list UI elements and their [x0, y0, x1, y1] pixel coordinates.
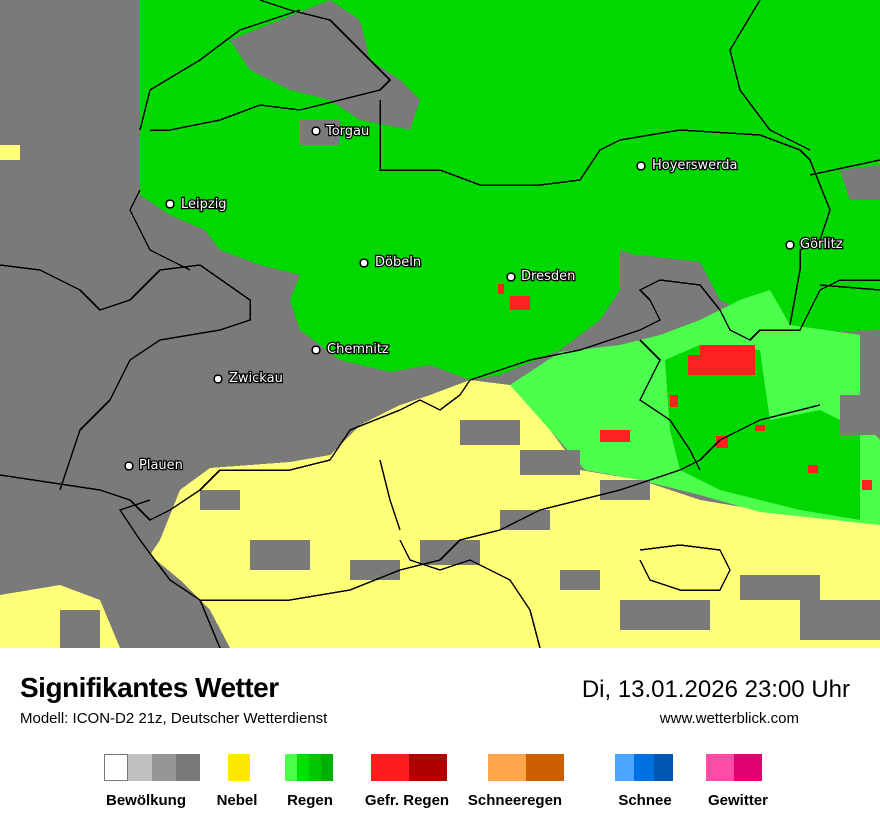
legend-label: Gefr. Regen — [364, 792, 450, 809]
city-doebeln: Döbeln — [359, 254, 422, 271]
rain-area-south — [665, 345, 860, 520]
svg-text:Hoyerswerda: Hoyerswerda — [652, 158, 738, 173]
legend-swatch — [371, 754, 409, 781]
fog-patch — [0, 145, 20, 160]
city-dresden: Dresden — [506, 268, 577, 285]
legend-swatch — [309, 754, 321, 781]
svg-text:Zwickau: Zwickau — [229, 371, 283, 386]
legend-swatch-group — [371, 754, 447, 781]
legend-swatch — [526, 754, 564, 781]
map-title: Signifikantes Wetter — [20, 672, 279, 703]
forecast-datetime: Di, 13.01.2026 23:00 Uhr — [581, 676, 850, 703]
legend-swatch — [297, 754, 309, 781]
legend-swatch — [152, 754, 176, 781]
legend-label: Bewölkung — [105, 792, 187, 809]
legend-label: Gewitter — [707, 792, 769, 809]
city-leipzig: Leipzig — [165, 196, 228, 213]
legend-swatch-group — [228, 754, 250, 781]
legend-swatch — [409, 754, 447, 781]
website-link[interactable]: www.wetterblick.com — [659, 710, 799, 727]
city-zwickau: Zwickau — [213, 370, 284, 387]
legend-swatch — [634, 754, 654, 781]
legend-swatch — [321, 754, 333, 781]
svg-text:Görlitz: Görlitz — [800, 237, 843, 252]
legend-swatch-group — [488, 754, 564, 781]
legend-swatch-group — [706, 754, 762, 781]
cloud-patch — [840, 165, 880, 200]
svg-text:Döbeln: Döbeln — [375, 255, 421, 270]
weather-map: Torgau Leipzig Döbeln Dresden Hoyerswerd… — [0, 0, 880, 648]
legend-swatch — [104, 754, 128, 781]
city-plauen: Plauen — [124, 457, 184, 474]
svg-text:Leipzig: Leipzig — [181, 197, 227, 212]
borders — [0, 0, 880, 648]
legend-swatch — [176, 754, 200, 781]
city-hoyerswerda: Hoyerswerda — [636, 157, 739, 174]
legend-label: Nebel — [216, 792, 258, 809]
legend-swatch — [285, 754, 297, 781]
legend: Bewölkung Nebel Regen Gefr. Regen Schneerege… — [0, 754, 880, 814]
legend-swatch — [706, 754, 734, 781]
legend-label: Schnee — [618, 792, 672, 809]
svg-text:Dresden: Dresden — [521, 269, 575, 284]
legend-swatch-group — [285, 754, 333, 781]
city-goerlitz: Görlitz — [785, 236, 844, 253]
city-chemnitz: Chemnitz — [311, 341, 390, 358]
legend-label: Regen — [287, 792, 333, 809]
legend-swatch — [488, 754, 526, 781]
city-markers: Torgau Leipzig Döbeln Dresden Hoyerswerd… — [124, 123, 844, 474]
legend-swatch — [734, 754, 762, 781]
legend-swatch — [615, 754, 635, 781]
freezing-rain-cells — [498, 284, 872, 490]
cloud-patches — [60, 395, 880, 648]
legend-swatch-group — [615, 754, 673, 781]
model-info: Modell: ICON-D2 21z, Deutscher Wetterdie… — [20, 710, 328, 727]
cloud-patch — [230, 0, 420, 130]
svg-text:Chemnitz: Chemnitz — [327, 342, 389, 357]
legend-swatch — [128, 754, 152, 781]
svg-text:Torgau: Torgau — [325, 124, 369, 139]
legend-swatch — [653, 754, 673, 781]
legend-label: Schneeregen — [467, 792, 563, 809]
legend-swatch — [228, 754, 250, 781]
legend-swatch-group — [104, 754, 200, 781]
svg-text:Plauen: Plauen — [139, 458, 183, 473]
city-torgau: Torgau — [311, 123, 371, 140]
